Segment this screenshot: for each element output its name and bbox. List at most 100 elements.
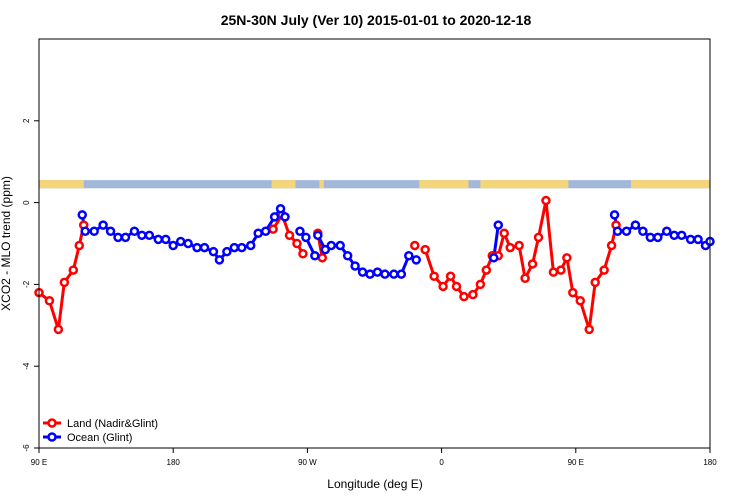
x-tick-label-3: 0 [439, 458, 444, 467]
y-axis-label: XCO2 - MLO trend (ppm) [0, 176, 13, 311]
series-0-point-1-0 [268, 224, 278, 234]
land-band-4 [480, 180, 569, 189]
series-0-point-4-22 [575, 296, 586, 306]
series-1-point-4-0 [609, 210, 620, 220]
series-0-point-4-16 [533, 232, 544, 243]
series-0-point-1-2 [284, 230, 295, 241]
chart-title: 25N-30N July (Ver 10) 2015-01-01 to 2020… [221, 12, 532, 28]
series-0-point-3-0 [410, 240, 420, 251]
land-band-3 [419, 180, 469, 189]
series-1-point-0-2 [89, 226, 99, 236]
series-1-point-3-0 [489, 253, 499, 263]
series-1-point-0-4 [105, 226, 116, 236]
y-tick-label-3: 0 [22, 200, 31, 205]
legend-label-1: Ocean (Glint) [67, 432, 132, 444]
series-1-point-0-11 [160, 234, 171, 245]
series-0-point-1-3 [292, 238, 302, 249]
land-band-1 [271, 180, 296, 189]
y-tick-label-4: 2 [22, 118, 31, 123]
series-0-point-4-14 [520, 273, 530, 284]
series-points [34, 195, 715, 335]
series-1-point-2-7 [365, 269, 375, 279]
series-1-point-0-9 [144, 230, 155, 241]
series-0-point-4-24 [590, 277, 600, 288]
series-1-point-0-21 [237, 242, 247, 253]
series-1-point-4-5 [645, 232, 656, 243]
series-0-point-4-25 [599, 265, 609, 275]
series-1-point-0-8 [137, 230, 147, 241]
series-1-point-0-12 [168, 240, 178, 251]
series-0-point-4-13 [514, 240, 524, 251]
series-0-point-0-2 [53, 324, 64, 335]
y-tick-label-0: -6 [22, 444, 31, 452]
series-0-point-4-12 [505, 242, 515, 253]
x-tick-label-0: 90 E [31, 458, 47, 467]
series-1-point-2-5 [350, 261, 360, 271]
ocean-band [39, 180, 710, 189]
series-0-point-0-3 [59, 277, 70, 288]
series-0-point-4-8 [481, 265, 492, 275]
series-1-point-2-4 [342, 251, 353, 261]
series-1-point-0-7 [129, 226, 140, 236]
series-1-point-0-1 [80, 226, 90, 236]
x-tick-label-4: 90 E [568, 458, 584, 467]
series-1-point-2-10 [389, 269, 399, 279]
series-0-point-1-4 [298, 248, 308, 259]
series-0-point-4-17 [541, 195, 551, 206]
land-band-5 [630, 180, 710, 189]
series-1-point-4-8 [669, 230, 679, 241]
series-1-point-2-9 [380, 269, 390, 279]
plot-frame [38, 38, 711, 449]
x-tick-label-5: 180 [703, 458, 717, 467]
series-1-point-4-10 [685, 234, 696, 245]
legend-marker-0 [47, 418, 57, 428]
series-1-point-0-19 [222, 246, 232, 257]
series-1-point-0-20 [229, 242, 240, 253]
y-tick-label-2: -2 [22, 280, 31, 288]
series-1-point-4-3 [630, 220, 641, 230]
series-0-point-4-2 [438, 281, 448, 292]
series-1-point-4-7 [662, 226, 672, 236]
series-1-point-2-13 [411, 255, 422, 265]
legend-marker-1 [47, 432, 57, 442]
series-0-point-4-15 [527, 259, 538, 269]
series-0-point-0-5 [74, 240, 85, 251]
series-0-point-4-18 [548, 267, 559, 277]
series-0-line-0 [37, 223, 86, 331]
series-1-point-0-14 [183, 238, 193, 249]
series-0-point-4-5 [459, 291, 469, 302]
x-axis-label: Longitude (deg E) [327, 477, 422, 491]
series-0-point-4-11 [499, 228, 509, 239]
land-band-2 [319, 180, 324, 189]
series-0-point-4-4 [451, 281, 462, 292]
series-1-point-0-10 [153, 234, 164, 245]
series-1-point-4-4 [638, 226, 648, 236]
legend-label-0: Land (Nadir&Glint) [67, 418, 158, 430]
series-1-point-2-1 [320, 244, 331, 255]
series-1-point-0-24 [260, 226, 271, 236]
series-0-point-4-3 [445, 271, 456, 281]
series-0-point-4-21 [568, 287, 578, 298]
series-1-point-2-6 [357, 267, 368, 277]
x-tick-label-1: 180 [167, 458, 181, 467]
series-1-point-0-16 [199, 242, 210, 253]
series-1-point-3-1 [493, 220, 504, 230]
series-0-point-0-1 [44, 296, 55, 306]
series-0-point-4-19 [556, 265, 566, 275]
series-1-point-1-2 [310, 251, 320, 261]
series-1-point-2-2 [326, 240, 337, 251]
series-0-point-4-23 [584, 324, 594, 335]
y-tick-label-1: -4 [22, 362, 31, 370]
series-0-point-4-6 [468, 289, 478, 300]
series-1-point-0-15 [192, 242, 202, 253]
series-0-point-4-0 [420, 244, 430, 255]
series-1-point-0-26 [275, 203, 286, 214]
series-1-point-0-6 [120, 232, 131, 243]
series-1-point-0-27 [280, 212, 290, 222]
series-1-point-4-6 [653, 232, 663, 243]
y-axis-ticks: -6 -4 -2 0 2 [22, 118, 39, 452]
series-0-line-4 [423, 199, 618, 331]
series-0-point-0-4 [68, 265, 79, 275]
series-1-point-0-22 [245, 240, 256, 251]
